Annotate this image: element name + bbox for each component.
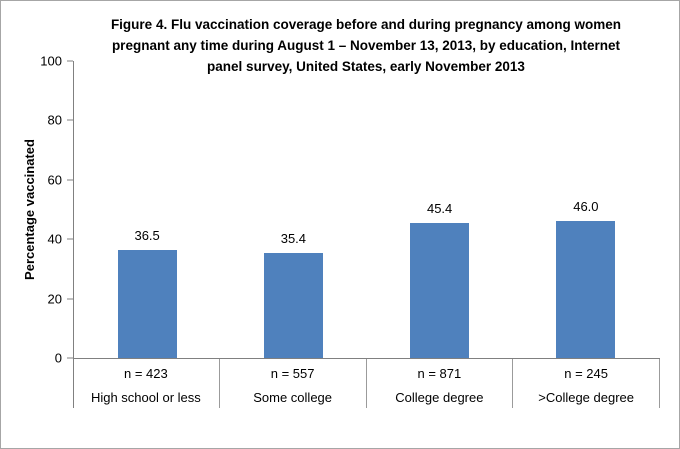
category-cell-college-degree: n = 871 College degree [367,359,514,408]
category-label: Some college [253,390,333,405]
bar-above-college-degree [556,221,616,358]
sample-size-label: n = 871 [417,366,462,381]
plot-area: 36.5 35.4 45.4 46.0 [74,61,659,358]
y-tick-label: 60 [47,172,62,188]
bar-group-high-school-or-less: 36.5 [74,61,220,358]
category-label: >College degree [538,390,635,405]
y-tick-40: 40 [48,232,73,247]
category-cell-some-college: n = 557 Some college [220,359,367,408]
category-cell-above-college-degree: n = 245 >College degree [513,359,660,408]
chart-title-line-1: Figure 4. Flu vaccination coverage befor… [110,17,622,32]
y-tick-80: 80 [48,113,73,128]
y-tick-0: 0 [55,351,73,366]
y-axis-line [73,61,74,408]
sample-size-label: n = 423 [124,366,168,381]
x-axis-line [73,358,660,359]
y-tick-label: 40 [47,231,62,247]
tick-mark [67,60,73,62]
bar-value-label: 35.4 [280,231,307,246]
bar-high-school-or-less [117,250,177,358]
y-axis-ticks: 0 20 40 60 80 100 [1,54,73,366]
chart-title-line-3: panel survey, United States, early Novem… [207,59,525,74]
bar-college-degree [410,223,470,358]
y-tick-label: 20 [47,291,62,307]
bar-group-above-college-degree: 46.0 [513,61,659,358]
y-tick-label: 80 [47,112,62,128]
chart-title-line-2: pregnant any time during August 1 – Nove… [111,38,621,53]
sample-size-label: n = 245 [564,366,608,381]
sample-size-label: n = 557 [270,366,315,381]
category-cell-high-school-or-less: n = 423 High school or less [73,359,220,408]
category-label-band: n = 423 High school or less n = 557 Some… [73,359,660,408]
tick-mark [67,179,73,181]
tick-mark [67,119,73,121]
bar-group-college-degree: 45.4 [367,61,513,358]
tick-mark [67,298,73,300]
y-tick-60: 60 [48,172,73,187]
bar-value-label: 45.4 [426,201,453,216]
category-label: High school or less [90,390,201,405]
bar-group-some-college: 35.4 [220,61,366,358]
category-label: College degree [395,390,484,405]
y-tick-label: 0 [54,350,62,366]
tick-mark [67,238,73,240]
y-tick-label: 100 [40,53,62,69]
tick-mark [67,357,73,359]
bar-value-label: 46.0 [573,199,599,214]
bar-value-label: 36.5 [134,228,160,243]
bar-some-college [263,253,323,358]
y-tick-20: 20 [48,291,73,306]
y-tick-100: 100 [40,54,73,69]
chart-title: Figure 4. Flu vaccination coverage befor… [51,14,679,77]
